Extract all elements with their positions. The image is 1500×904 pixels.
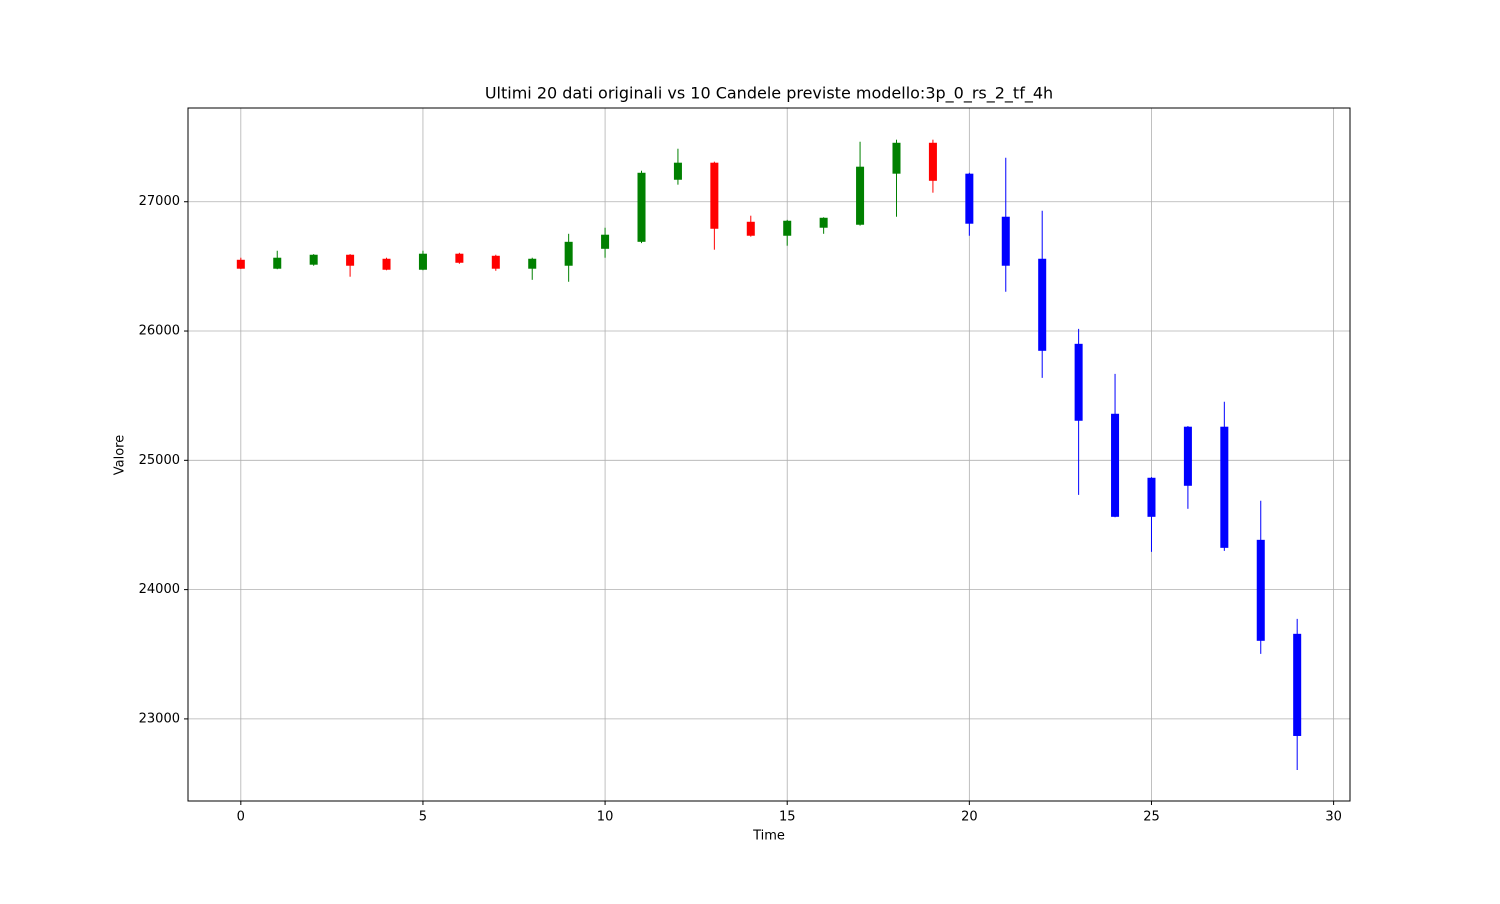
candle-body	[819, 217, 828, 228]
candle-body	[928, 142, 937, 181]
y-tick-label: 25000	[139, 453, 180, 468]
candle-body	[418, 253, 427, 270]
x-tick-label: 10	[597, 810, 614, 825]
x-tick-label: 15	[779, 810, 796, 825]
x-tick-label: 5	[419, 810, 427, 825]
candle-body	[601, 234, 610, 249]
y-tick-label: 27000	[139, 194, 180, 209]
x-tick-label: 0	[237, 810, 245, 825]
x-tick-label: 25	[1143, 810, 1160, 825]
candle-body	[564, 241, 573, 266]
y-tick-label: 24000	[139, 582, 180, 597]
candle-body	[856, 166, 865, 225]
candle-body	[455, 253, 464, 263]
candle-body	[346, 254, 355, 266]
plot-frame	[187, 107, 1351, 802]
candle-body	[1147, 477, 1156, 517]
candle-body	[1001, 216, 1010, 266]
y-tick-label: 26000	[139, 324, 180, 339]
candle-body	[1074, 343, 1083, 421]
y-tick-label: 23000	[139, 711, 180, 726]
candle-body	[491, 255, 500, 269]
candle-body	[273, 257, 282, 269]
candle-body	[1038, 258, 1047, 351]
candle-body	[783, 220, 792, 236]
candle-body	[236, 259, 245, 269]
chart-title: Ultimi 20 dati originali vs 10 Candele p…	[485, 84, 1053, 104]
candle-body	[309, 254, 318, 265]
candle-body	[1183, 426, 1192, 486]
x-axis-label: Time	[752, 829, 785, 844]
candle-body	[528, 258, 537, 269]
candle-body	[1256, 539, 1265, 641]
candle-body	[673, 162, 682, 180]
x-tick-label: 20	[961, 810, 978, 825]
x-tick-label: 30	[1325, 810, 1342, 825]
candle-body	[1111, 413, 1120, 517]
candle-body	[637, 172, 646, 242]
candle-body	[710, 162, 719, 229]
candle-body	[382, 258, 391, 270]
candle-body	[746, 221, 755, 236]
candle-body	[1293, 633, 1302, 736]
candle-body	[1220, 426, 1229, 548]
y-axis-label: Valore	[113, 435, 128, 475]
candle-body	[892, 142, 901, 174]
candle-body	[965, 173, 974, 224]
